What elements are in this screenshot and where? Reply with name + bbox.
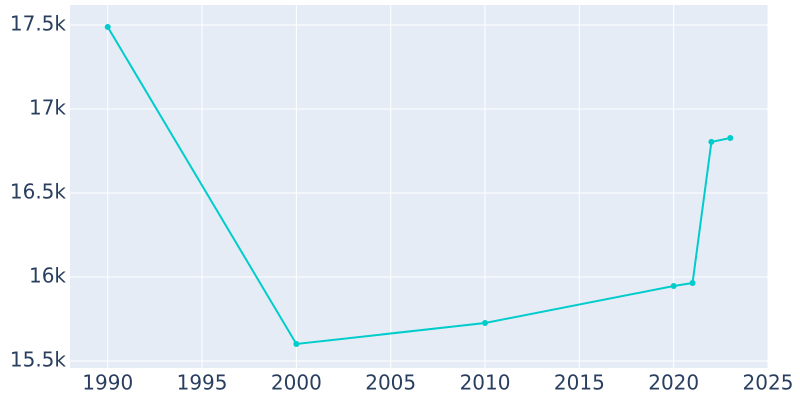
y-tick-label: 15.5k bbox=[10, 347, 67, 371]
x-tick-label: 2020 bbox=[648, 371, 699, 395]
point bbox=[482, 319, 489, 326]
point bbox=[670, 283, 677, 290]
point bbox=[708, 138, 715, 145]
x-tick-label: 2025 bbox=[743, 371, 794, 395]
x-tick-label: 1990 bbox=[82, 371, 133, 395]
x-tick-label: 2010 bbox=[460, 371, 511, 395]
x-tick-label: 2000 bbox=[271, 371, 322, 395]
x-tick-label: 2005 bbox=[365, 371, 416, 395]
y-tick-label: 16.5k bbox=[10, 179, 67, 203]
y-tick-label: 17k bbox=[29, 95, 66, 119]
point bbox=[727, 135, 734, 142]
x-tick-label: 1995 bbox=[177, 371, 228, 395]
y-tick-label: 16k bbox=[29, 263, 66, 287]
x-tick-label: 2015 bbox=[554, 371, 605, 395]
point bbox=[689, 280, 696, 287]
point bbox=[293, 340, 300, 347]
point bbox=[104, 24, 111, 31]
y-tick-label: 17.5k bbox=[10, 11, 67, 35]
plot-background bbox=[70, 5, 768, 368]
